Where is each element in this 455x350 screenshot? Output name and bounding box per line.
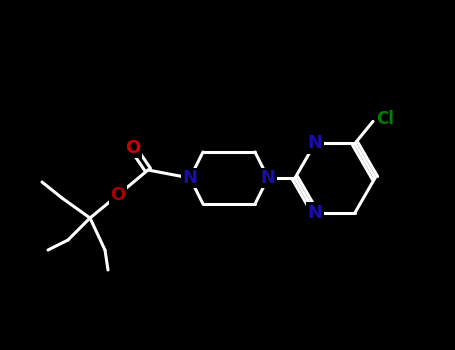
Text: N: N: [308, 134, 323, 152]
Text: N: N: [261, 169, 275, 187]
Text: O: O: [126, 139, 141, 157]
Text: N: N: [308, 204, 323, 222]
Text: N: N: [182, 169, 197, 187]
Text: Cl: Cl: [376, 110, 394, 128]
Text: O: O: [111, 186, 126, 204]
